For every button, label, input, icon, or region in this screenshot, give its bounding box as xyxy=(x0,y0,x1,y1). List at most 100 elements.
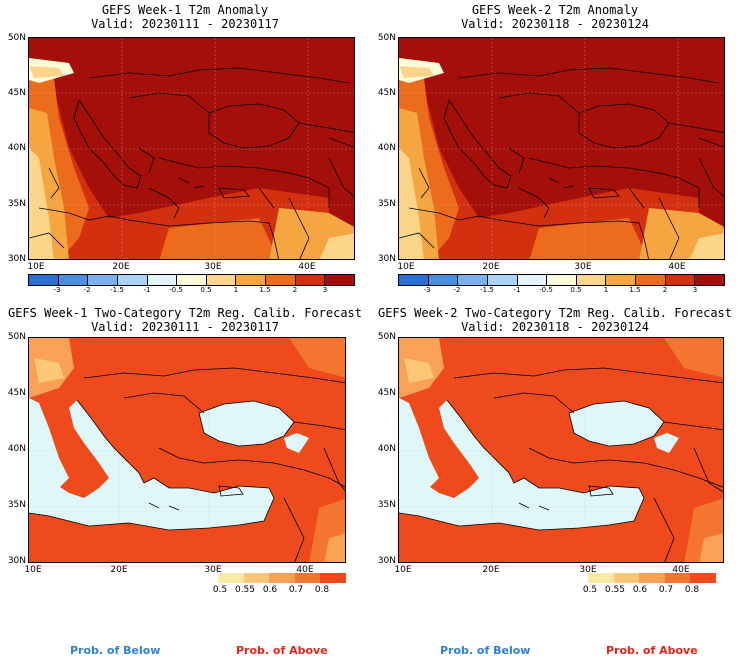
colorbar-swatch xyxy=(639,573,665,583)
lon-label: 40E xyxy=(296,565,314,575)
lat-label: 45N xyxy=(7,388,26,398)
lon-label: 40E xyxy=(298,262,316,272)
colorbar-swatch xyxy=(613,573,640,583)
colorbar-swatch xyxy=(665,275,696,285)
anomaly-colorbar xyxy=(398,274,725,286)
colorbar-swatch xyxy=(266,275,296,285)
lat-label: 45N xyxy=(377,88,396,98)
panel-title: GEFS Week-1 T2m Anomaly xyxy=(101,3,269,17)
lon-label: 20E xyxy=(482,262,500,272)
lon-label: 20E xyxy=(482,565,500,575)
colorbar-swatch xyxy=(269,573,295,583)
lon-label: 20E xyxy=(112,262,130,272)
lon-label: 40E xyxy=(668,262,686,272)
lat-label: 35N xyxy=(377,500,396,510)
colorbar-tick: -1.5 xyxy=(480,286,494,294)
lat-label: 50N xyxy=(7,33,26,43)
colorbar-tick: 3 xyxy=(692,286,698,294)
lat-label: 30N xyxy=(377,254,396,264)
colorbar-swatch xyxy=(458,275,488,285)
colorbar-swatch xyxy=(206,275,237,285)
colorbar-tick: 1.5 xyxy=(629,286,641,294)
colorbar-swatch xyxy=(236,275,267,285)
colorbar-tick: 0.5 xyxy=(570,286,582,294)
panel-valid-date: Valid: 20230118 - 20230124 xyxy=(461,320,649,334)
colorbar-swatch xyxy=(664,573,691,583)
panel-week1-probability: GEFS Week-1 Two-Category T2m Reg. Calib.… xyxy=(0,302,370,602)
colorbar-tick: 1 xyxy=(603,286,609,294)
colorbar-swatch xyxy=(588,573,614,583)
panel-title: GEFS Week-2 Two-Category T2m Reg. Calib.… xyxy=(377,306,732,320)
colorbar-tick: 0.8 xyxy=(314,585,330,595)
colorbar-swatch xyxy=(29,275,59,285)
lat-label: 35N xyxy=(377,199,396,209)
colorbar-swatch xyxy=(243,573,270,583)
colorbar-tick: -1.5 xyxy=(110,286,124,294)
lat-label: 30N xyxy=(377,556,396,566)
colorbar-tick: 0.5 xyxy=(200,286,212,294)
colorbar-tick: -0.5 xyxy=(539,286,553,294)
lon-label: 30E xyxy=(574,262,592,272)
colorbar-tick: 0.7 xyxy=(658,585,674,595)
lat-label: 30N xyxy=(7,556,26,566)
colorbar-tick: 0.55 xyxy=(234,585,256,595)
colorbar-tick: 0.8 xyxy=(684,585,700,595)
panel-valid-date: Valid: 20230111 - 20230117 xyxy=(91,320,279,334)
colorbar-swatch xyxy=(517,275,548,285)
lat-label: 40N xyxy=(377,444,396,454)
lat-label: 50N xyxy=(7,332,26,342)
lon-label: 10E xyxy=(397,262,415,272)
colorbar-swatch xyxy=(428,275,459,285)
prob-below-label: Prob. of Below xyxy=(70,644,161,657)
colorbar-tick: 1 xyxy=(233,286,239,294)
lat-label: 30N xyxy=(7,254,26,264)
colorbar-tick: 1.5 xyxy=(259,286,271,294)
colorbar-swatch xyxy=(177,275,207,285)
panel-valid-date: Valid: 20230118 - 20230124 xyxy=(461,17,649,31)
colorbar-tick: -2 xyxy=(453,286,461,294)
colorbar-swatch xyxy=(147,275,178,285)
colorbar-swatch xyxy=(88,275,118,285)
colorbar-swatch xyxy=(320,573,346,583)
lon-label: 10E xyxy=(24,565,42,575)
colorbar-swatch xyxy=(58,275,89,285)
colorbar-tick: -2 xyxy=(83,286,91,294)
lat-label: 45N xyxy=(7,88,26,98)
panel-title: GEFS Week-2 T2m Anomaly xyxy=(471,3,639,17)
probability-colorbar xyxy=(218,573,346,583)
colorbar-swatch xyxy=(606,275,637,285)
lon-label: 30E xyxy=(579,565,597,575)
colorbar-swatch xyxy=(294,573,321,583)
colorbar-tick: 3 xyxy=(322,286,328,294)
colorbar-tick: 0.5 xyxy=(582,585,598,595)
colorbar-tick: 2 xyxy=(292,286,298,294)
colorbar-tick: 0.7 xyxy=(288,585,304,595)
lon-label: 30E xyxy=(204,565,222,575)
colorbar-tick: 0.6 xyxy=(262,585,278,595)
colorbar-swatch xyxy=(690,573,716,583)
panel-title: GEFS Week-1 Two-Category T2m Reg. Calib.… xyxy=(7,306,362,320)
lon-label: 30E xyxy=(204,262,222,272)
lat-label: 35N xyxy=(7,500,26,510)
colorbar-swatch xyxy=(695,275,725,285)
colorbar-swatch xyxy=(295,275,326,285)
lat-label: 40N xyxy=(377,143,396,153)
anomaly-colorbar xyxy=(28,274,355,286)
anomaly-map-week1 xyxy=(28,37,355,260)
colorbar-swatch xyxy=(636,275,666,285)
colorbar-swatch xyxy=(117,275,148,285)
colorbar-swatch xyxy=(399,275,429,285)
lon-label: 10E xyxy=(27,262,45,272)
panel-week2-probability: GEFS Week-2 Two-Category T2m Reg. Calib.… xyxy=(370,302,740,602)
colorbar-tick: 0.6 xyxy=(632,585,648,595)
colorbar-tick: 0.5 xyxy=(212,585,228,595)
lon-label: 40E xyxy=(672,565,690,575)
colorbar-tick: -3 xyxy=(423,286,431,294)
lat-label: 50N xyxy=(377,33,396,43)
panel-valid-date: Valid: 20230111 - 20230117 xyxy=(91,17,279,31)
colorbar-tick: 0.55 xyxy=(604,585,626,595)
prob-above-label: Prob. of Above xyxy=(236,644,328,657)
probability-map-week1 xyxy=(28,337,346,563)
lat-label: 35N xyxy=(7,199,26,209)
probability-colorbar xyxy=(588,573,716,583)
